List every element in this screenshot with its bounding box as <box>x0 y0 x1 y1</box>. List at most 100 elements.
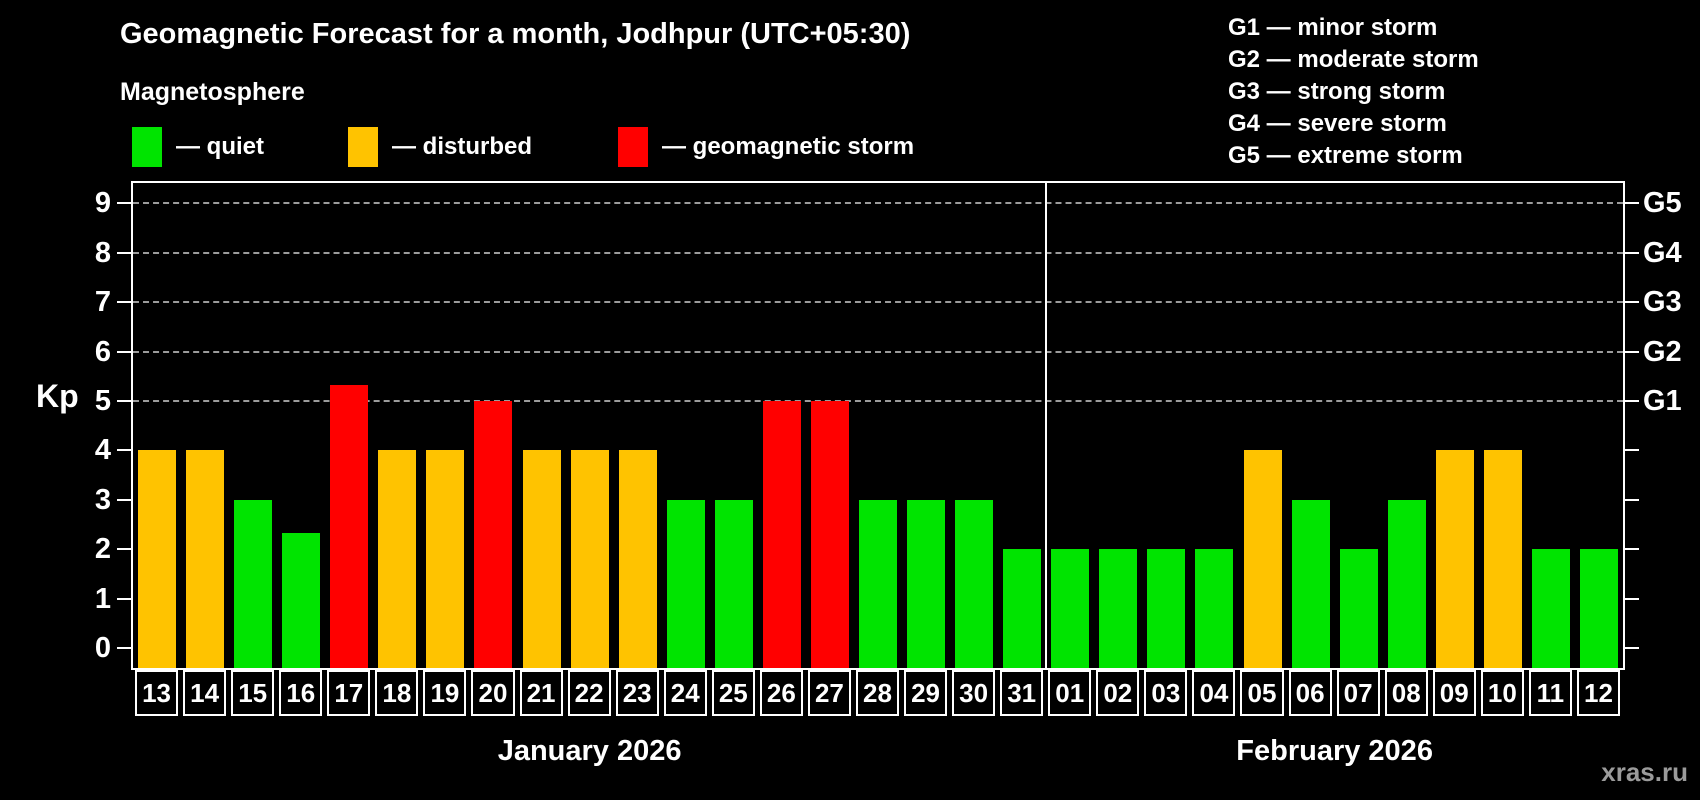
watermark: xras.ru <box>1601 757 1688 787</box>
kp-bar-disturbed <box>618 450 657 668</box>
right-axis-tick <box>1625 548 1639 551</box>
left-axis-tick <box>117 251 131 254</box>
left-axis-tick <box>117 548 131 551</box>
kp-bar-quiet <box>1579 549 1618 668</box>
legend-label-quiet: — quiet <box>176 133 264 160</box>
day-label: 16 <box>279 670 323 716</box>
storm-color-swatch-icon <box>618 127 648 167</box>
disturbed-color-swatch-icon <box>348 127 378 167</box>
left-axis-tick <box>117 597 131 600</box>
day-label: 02 <box>1096 670 1140 716</box>
kp-bar-quiet <box>907 499 946 668</box>
day-label: 20 <box>471 670 515 716</box>
y-axis-label: 8 <box>94 236 111 269</box>
day-label: 07 <box>1336 670 1380 716</box>
y-axis-label: 1 <box>94 582 111 615</box>
g-scale-legend-item-g3: G3 — strong storm <box>1228 78 1446 105</box>
plot-area: 0 1 2 3 4 5 6 7 8 9 G1 G2 G3 G4 G5 <box>95 181 1682 670</box>
day-label: 01 <box>1048 670 1092 716</box>
day-label: 04 <box>1192 670 1236 716</box>
month-label-january: January 2026 <box>497 735 682 767</box>
day-label: 08 <box>1384 670 1428 716</box>
day-label: 19 <box>423 670 467 716</box>
left-axis-tick <box>117 202 131 205</box>
day-label: 11 <box>1528 670 1572 716</box>
right-axis-tick <box>1625 498 1639 501</box>
right-axis-label-g3: G3 <box>1643 286 1682 319</box>
day-label: 27 <box>807 670 851 716</box>
day-label: 12 <box>1576 670 1620 716</box>
gridline-kp-8 <box>133 251 1623 254</box>
day-label: 17 <box>327 670 371 716</box>
gridline-kp-6 <box>133 350 1623 353</box>
day-label: 28 <box>855 670 900 716</box>
right-axis-tick <box>1625 251 1639 254</box>
day-label: 30 <box>952 670 996 716</box>
left-axis-tick <box>117 400 131 402</box>
y-axis-label: 2 <box>94 533 111 566</box>
kp-bar-disturbed <box>426 450 465 668</box>
kp-bar-disturbed <box>138 450 177 668</box>
right-axis-label-g4: G4 <box>1643 236 1682 269</box>
y-axis-label: 0 <box>94 632 111 664</box>
magnetosphere-label: Magnetosphere <box>120 78 305 106</box>
left-axis-tick <box>117 647 131 649</box>
kp-bar-quiet <box>1339 549 1378 668</box>
kp-bar-quiet <box>1051 549 1090 668</box>
day-label: 13 <box>135 670 179 716</box>
day-label: 06 <box>1288 670 1332 716</box>
kp-bar-quiet <box>1099 549 1138 668</box>
kp-bar-disturbed <box>186 450 225 668</box>
kp-bar-quiet <box>1531 549 1570 668</box>
day-label: 22 <box>567 670 611 716</box>
day-label: 29 <box>904 670 948 716</box>
day-label: 05 <box>1240 670 1284 716</box>
kp-bar-quiet <box>1291 499 1330 668</box>
y-axis-label: 6 <box>94 335 111 368</box>
legend-label-storm: — geomagnetic storm <box>662 133 915 160</box>
kp-bar-quiet <box>1195 549 1234 668</box>
right-axis-tick <box>1625 449 1639 452</box>
kp-bar-disturbed <box>1435 450 1474 668</box>
kp-bar-storm <box>810 401 849 668</box>
day-label: 10 <box>1480 670 1524 716</box>
kp-bar-disturbed <box>1483 450 1522 668</box>
y-axis-label: 4 <box>94 434 111 467</box>
kp-bar-storm <box>762 401 801 668</box>
day-label: 25 <box>711 670 755 716</box>
kp-bar-quiet <box>1387 499 1426 668</box>
legend-item-quiet: — quiet <box>132 126 264 168</box>
g-scale-legend-item-g5: G5 — extreme storm <box>1228 142 1463 169</box>
right-axis-tick <box>1625 350 1639 353</box>
right-axis-label-g1: G1 <box>1643 385 1682 417</box>
right-axis-tick <box>1625 597 1639 600</box>
y-axis-label: 5 <box>94 385 111 417</box>
kp-bar-quiet <box>714 499 753 668</box>
right-axis-label-g2: G2 <box>1643 335 1682 368</box>
kp-bar-quiet <box>282 532 321 668</box>
kp-bar-quiet <box>859 499 897 668</box>
kp-bar-quiet <box>666 499 705 668</box>
kp-bar-disturbed <box>570 450 609 668</box>
left-axis-tick <box>117 350 131 353</box>
y-axis-label: 9 <box>94 187 111 220</box>
g-scale-legend: G1 — minor storm G2 — moderate storm G3 … <box>1228 12 1479 172</box>
y-axis-label: 7 <box>94 286 111 319</box>
day-label: 09 <box>1432 670 1476 716</box>
chart-title: Geomagnetic Forecast for a month, Jodhpu… <box>120 18 911 50</box>
day-label: 18 <box>375 670 419 716</box>
kp-bar-quiet <box>234 499 273 668</box>
month-divider <box>1045 183 1048 668</box>
kp-bar-storm <box>474 401 513 668</box>
right-axis-tick <box>1625 202 1639 205</box>
day-label: 15 <box>231 670 275 716</box>
left-axis-tick <box>117 449 131 452</box>
kp-bar-disturbed <box>1243 450 1282 668</box>
kp-bar-disturbed <box>522 450 561 668</box>
quiet-color-swatch-icon <box>132 127 162 167</box>
day-label: 21 <box>519 670 563 716</box>
g-scale-legend-item-g2: G2 — moderate storm <box>1228 46 1479 73</box>
day-label: 31 <box>1000 670 1044 716</box>
y-axis-title: Kp <box>36 378 79 414</box>
